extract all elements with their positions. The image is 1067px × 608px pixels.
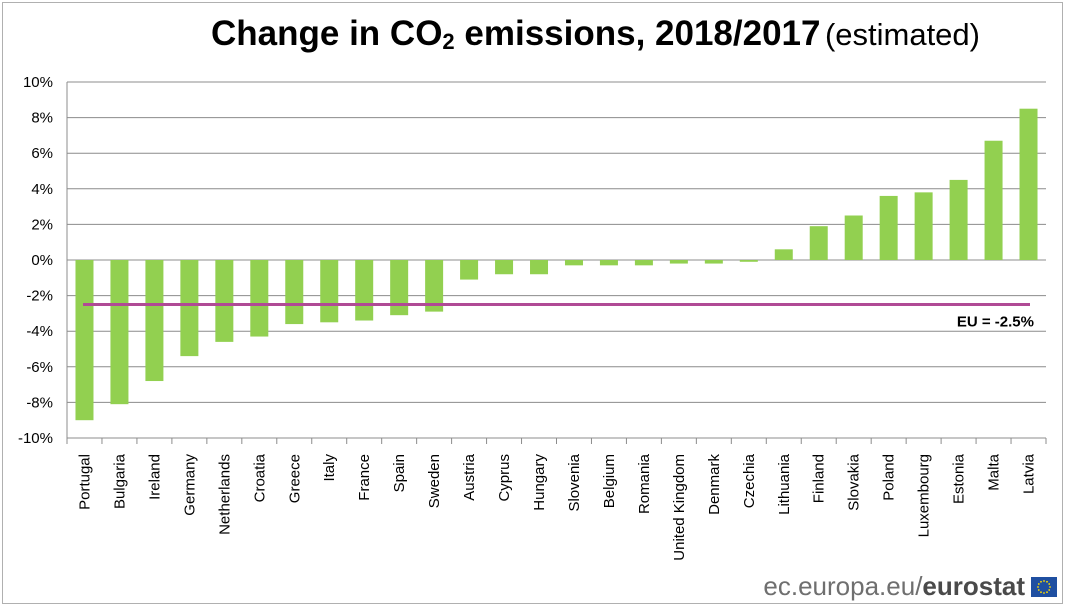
bar [844,215,863,260]
x-category-label: Bulgaria [111,453,128,509]
x-category-label: Malta [986,453,1003,490]
eu-reference-label: EU = -2.5% [957,314,1034,331]
x-category-label: Belgium [601,454,618,508]
title-main-rest: emissions, 2018/2017 [454,14,821,53]
bar [285,260,304,325]
chart-title: Change in CO2 emissions, 2018/2017 (esti… [0,14,1067,55]
bar [739,260,758,262]
title-qualifier: (estimated) [824,17,980,52]
bar [460,260,479,280]
y-tick-label: -4% [26,323,53,340]
x-category-label: Estonia [951,453,968,504]
x-category-label: Croatia [251,453,268,502]
bar [495,260,514,275]
x-category-label: Slovenia [566,453,583,511]
y-tick-label: -10% [18,430,53,447]
y-tick-label: 4% [31,181,53,198]
y-tick-label: 8% [31,110,53,127]
y-tick-label: -2% [26,288,53,305]
bar [145,260,164,382]
x-category-label: Spain [391,454,408,492]
x-category-label: Italy [321,454,338,482]
bar [879,195,898,260]
bar [984,140,1003,260]
bar [320,260,339,323]
x-category-label: Czechia [741,453,758,508]
x-category-label: Luxembourg [916,454,933,537]
x-category-label: Cyprus [496,454,513,502]
bar [809,226,828,260]
x-category-label: United Kingdom [671,454,688,561]
y-tick-label: 10% [23,74,53,91]
footer-source: ec.europa.eu/eurostat [763,571,1057,602]
x-category-label: Austria [461,453,478,500]
bar [530,260,549,275]
bar [75,260,94,421]
x-category-label: Portugal [76,454,93,510]
bar [914,192,933,260]
x-category-label: Latvia [1021,453,1038,494]
bar [599,260,618,266]
bar [250,260,269,337]
bar [180,260,199,357]
y-tick-label: -6% [26,359,53,376]
bar [669,260,688,264]
x-category-label: Romania [636,453,653,514]
y-tick-label: 0% [31,252,53,269]
bar [390,260,409,316]
x-category-label: Slovakia [846,453,863,510]
bar [425,260,444,312]
bar [564,260,583,266]
y-tick-label: -8% [26,394,53,411]
bar [1019,108,1038,260]
bar [774,249,793,260]
bar [215,260,234,342]
title-subscript: 2 [442,29,455,55]
x-category-label: Sweden [426,454,443,508]
x-category-label: Denmark [706,454,723,515]
bar [355,260,374,321]
title-main: Change in CO [211,14,443,53]
x-category-label: Hungary [531,454,548,511]
bar [704,260,723,264]
x-category-label: Ireland [146,454,163,500]
bar [110,260,129,405]
y-tick-label: 2% [31,216,53,233]
x-category-label: Lithuania [776,453,793,515]
eu-flag-icon [1031,576,1057,597]
bar [634,260,653,266]
x-category-label: Poland [881,454,898,501]
x-category-label: Germany [181,454,198,516]
x-category-label: Greece [286,454,303,503]
footer-site[interactable]: ec.europa.eu/ [763,571,923,601]
bar [949,179,968,260]
footer-brand[interactable]: eurostat [922,571,1025,601]
y-tick-label: 6% [31,145,53,162]
x-category-label: France [356,454,373,501]
x-category-label: Finland [811,454,828,503]
x-category-label: Netherlands [216,454,233,535]
